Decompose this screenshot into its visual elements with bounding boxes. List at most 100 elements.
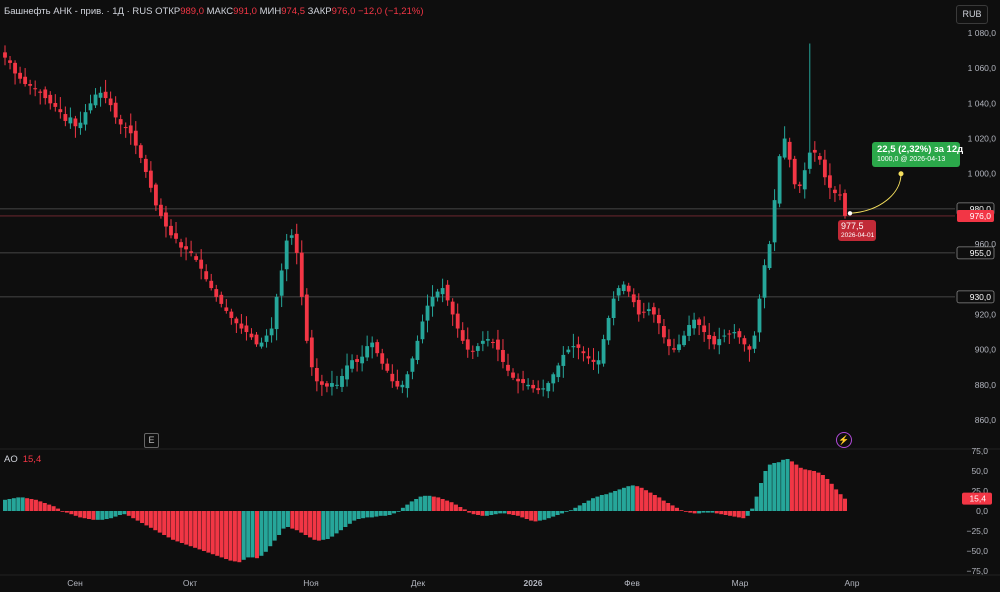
ao-bar — [683, 511, 688, 512]
candle-body — [133, 130, 138, 146]
ao-bar — [95, 511, 100, 520]
candle-body — [128, 125, 133, 134]
close-value: 976,0 — [331, 6, 356, 17]
ao-bar — [193, 511, 198, 548]
ao-bar — [728, 511, 733, 516]
time-tick-label: 2026 — [524, 578, 543, 588]
ao-bar — [303, 511, 308, 535]
ao-bar — [617, 489, 622, 511]
symbol-header[interactable]: Башнефть АНК - прив. · 1Д · RUS ОТКР989,… — [4, 6, 424, 17]
candle-body — [656, 314, 661, 324]
ao-histogram — [3, 459, 847, 563]
candle-body — [672, 348, 676, 350]
ao-header[interactable]: AO 15,4 — [4, 454, 41, 465]
candle-body — [153, 184, 158, 206]
candle-body — [646, 309, 651, 312]
ao-bar — [162, 511, 167, 535]
ao-bar — [710, 511, 715, 513]
price-label: 980,0 — [970, 204, 992, 214]
events-button[interactable]: E — [144, 433, 159, 448]
candle-body — [722, 335, 727, 337]
time-tick-label: Фев — [624, 578, 640, 588]
candle-body — [772, 200, 777, 243]
price-axis[interactable]: 1 080,0 1 060,0 1 040,0 1 020,0 1 000,0 960,0… — [956, 28, 996, 425]
candle-body — [269, 328, 274, 336]
ao-bar — [219, 511, 224, 558]
ao-bar — [462, 509, 467, 511]
candle-body — [465, 339, 470, 350]
ao-bar — [7, 499, 12, 511]
candle-body — [787, 141, 792, 160]
ao-bar — [630, 485, 635, 511]
ao-bar — [144, 511, 149, 526]
ao-bar — [250, 511, 255, 558]
projection-start-label[interactable]: 977,5 2026-04-01 — [838, 220, 876, 241]
candle-body — [345, 365, 349, 380]
ao-bar — [3, 499, 7, 511]
ao-bar — [334, 511, 339, 534]
candle-body — [511, 372, 515, 378]
ao-bar — [241, 511, 246, 560]
ao-bar — [184, 511, 189, 545]
candle-body — [48, 94, 53, 104]
candle-body — [58, 109, 63, 113]
ao-bar — [232, 511, 237, 562]
ao-bar — [140, 511, 145, 523]
ao-bar — [812, 471, 817, 511]
candle-body — [325, 383, 329, 387]
ao-bar — [586, 500, 591, 511]
price-label-box — [956, 290, 995, 304]
ao-bar — [644, 490, 649, 511]
candle-body — [108, 98, 113, 106]
ao-bar — [688, 511, 693, 513]
ao-bar — [11, 498, 16, 511]
projection-line — [847, 171, 904, 216]
ao-bar — [560, 511, 565, 514]
candle-body — [264, 335, 269, 342]
ao-bar — [732, 511, 737, 517]
ao-bar — [210, 511, 215, 555]
projection-label[interactable]: 22,5 (2,32%) за 12д 1000,0 @ 2026-04-13 — [872, 142, 963, 167]
ao-bar — [131, 511, 136, 519]
ao-bar — [16, 497, 21, 511]
ao-bar — [51, 506, 56, 511]
ao-bar — [201, 511, 206, 551]
candle-body — [284, 240, 289, 270]
high-value: 991,0 — [233, 6, 257, 17]
candle-body — [792, 158, 797, 185]
candle-body — [194, 256, 199, 260]
open-label: ОТКР — [155, 6, 181, 17]
ao-bar — [396, 511, 401, 512]
candle-body — [742, 338, 747, 345]
ao-bar — [639, 487, 644, 511]
ao-bar — [476, 511, 481, 515]
candle-body — [249, 333, 254, 338]
ao-bar — [568, 510, 573, 511]
ao-bar — [215, 511, 220, 556]
time-axis[interactable]: Сен Окт Ноя Дек 2026 Фев Мар Апр — [67, 578, 860, 588]
ao-bar — [493, 511, 498, 515]
candle-body — [330, 383, 334, 387]
currency-button[interactable]: RUB — [956, 5, 988, 24]
ao-bar — [369, 511, 374, 518]
ao-bar — [591, 498, 595, 511]
ao-bar — [290, 511, 295, 529]
ao-bar — [458, 507, 463, 511]
symbol-title: Башнефть АНК - прив. · 1Д · RUS — [4, 6, 153, 17]
ao-axis[interactable]: 75,0 50,0 25,0 0,0 −25,0 −50,0 −75,0 15,4 — [962, 446, 992, 576]
bolt-icon[interactable]: ⚡ — [836, 432, 852, 448]
ao-bar — [511, 511, 516, 515]
candle-body — [546, 383, 551, 392]
ao-bar — [754, 496, 759, 511]
ao-bar — [705, 511, 710, 513]
ao-tick-label: 25,0 — [971, 486, 988, 496]
ao-bar — [621, 487, 626, 511]
candle-body — [777, 156, 782, 204]
candle-body — [697, 319, 702, 326]
ao-name: AO — [4, 454, 18, 465]
candle-body — [370, 342, 375, 348]
ao-bar — [361, 511, 366, 519]
grid — [0, 448, 1000, 576]
ao-bar — [763, 471, 768, 511]
